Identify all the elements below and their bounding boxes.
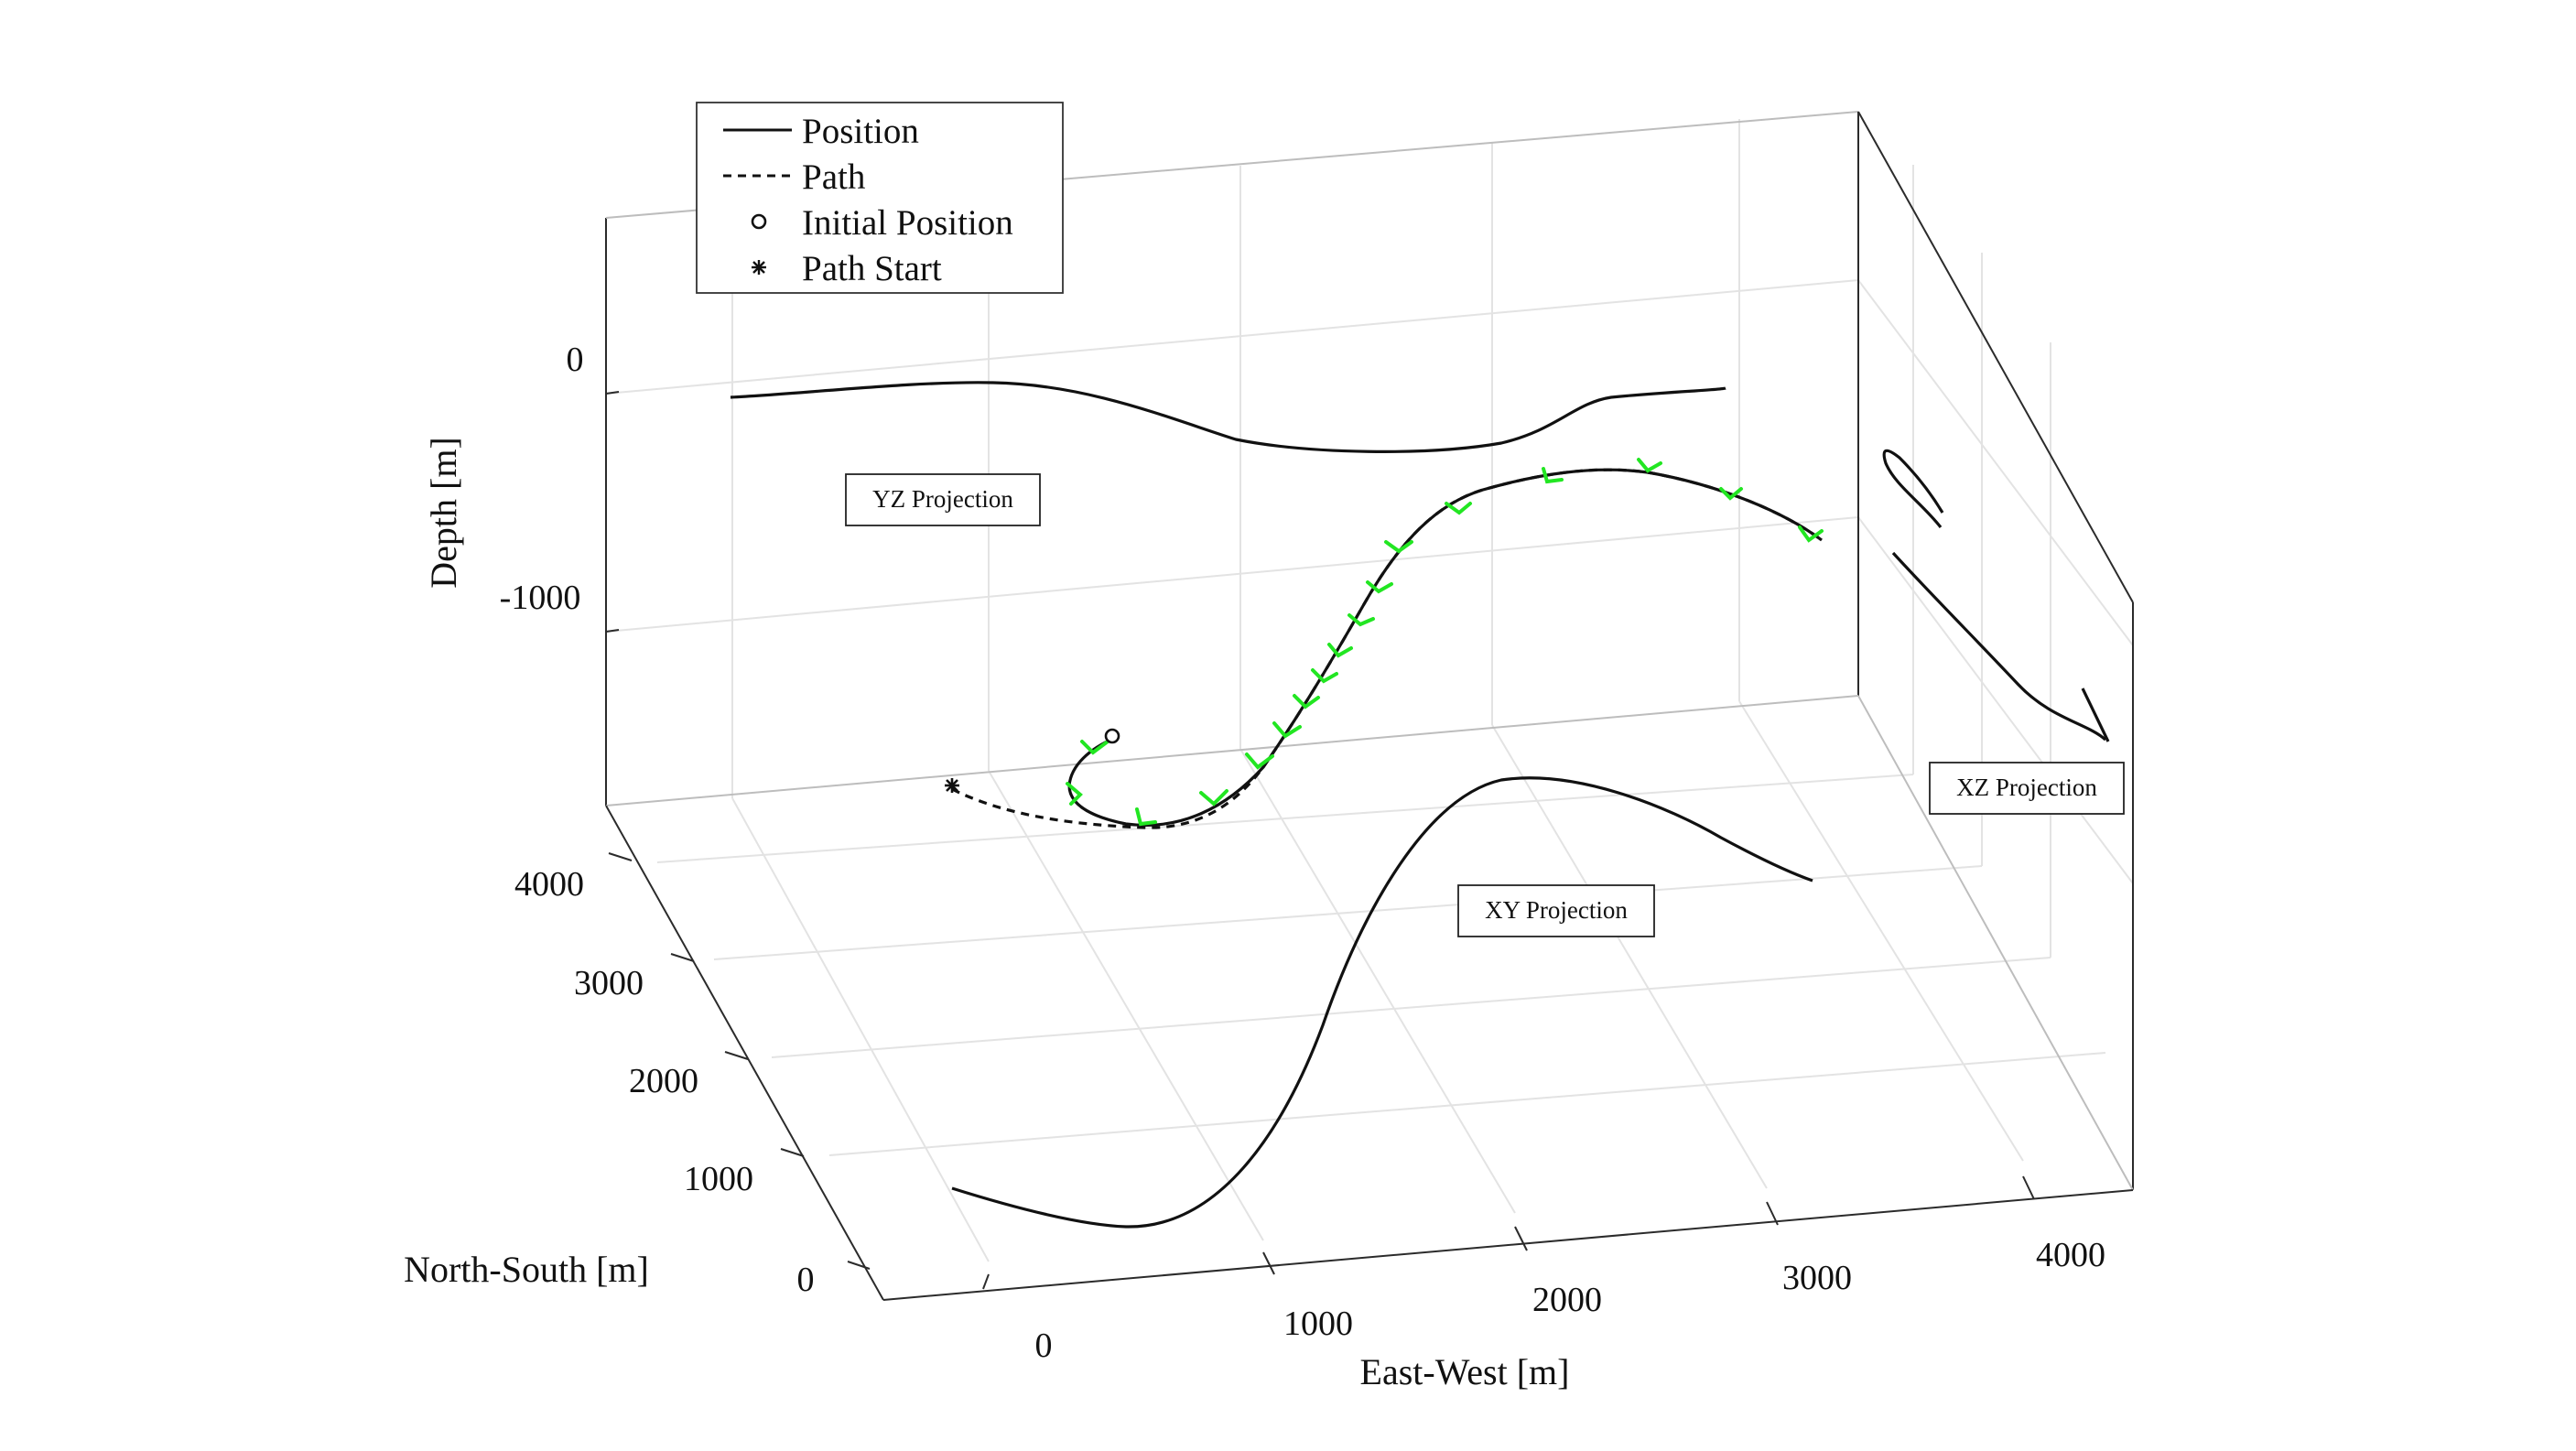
floor-grid-y3: [713, 865, 1983, 960]
z-tick-0: [605, 391, 620, 395]
y-axis-label: North-South [m]: [404, 1249, 649, 1290]
heading-marker: [1066, 782, 1083, 806]
xz-projection-label: XZ Projection: [1956, 774, 2097, 801]
heading-marker: [1366, 580, 1393, 594]
grid-lines: [605, 119, 2134, 1262]
heading-marker: [1637, 458, 1662, 473]
floor-grid-y2: [771, 957, 2051, 1058]
floor-grid-x4: [1738, 700, 2024, 1162]
legend: Position Path Initial Position Path Star…: [696, 102, 1064, 294]
right-wall-grid-z0: [1857, 279, 2134, 646]
legend-path-label: Path: [802, 157, 865, 197]
heading-marker: [1542, 467, 1564, 484]
y-tick-label-3: 3000: [574, 964, 644, 1002]
yz-projection-curve: [730, 381, 1726, 453]
floor-grid-x1: [988, 770, 1264, 1241]
xy-projection-label: XY Projection: [1485, 896, 1628, 924]
heading-marker: [1384, 540, 1413, 554]
heading-markers: [1066, 458, 1824, 827]
legend-path-start-swatch-stroke: [752, 261, 765, 274]
heading-marker: [1080, 740, 1109, 755]
legend-frame: [696, 102, 1064, 294]
xz-projection-box-frame: [1929, 762, 2125, 815]
x-tick-1: [1262, 1251, 1275, 1275]
x-tick-label-0: 0: [1035, 1326, 1053, 1365]
x-tick-label-2: 2000: [1532, 1281, 1602, 1319]
x-tick-4: [2022, 1175, 2035, 1200]
z-tick-label-1: -1000: [500, 579, 581, 617]
legend-path-start-label: Path Start: [802, 249, 942, 288]
heading-marker: [1348, 613, 1375, 627]
heading-marker: [1798, 525, 1824, 543]
heading-marker: [1272, 721, 1302, 739]
legend-initial-position-label: Initial Position: [802, 203, 1013, 243]
z-axis-label: Depth [m]: [423, 437, 464, 589]
xy-projection-curve: [951, 776, 1813, 1229]
x-tick-label-3: 3000: [1782, 1259, 1852, 1297]
x-axis-line: [882, 1189, 2134, 1301]
x-axis-label: East-West [m]: [1360, 1351, 1570, 1392]
back-wall-grid-z0: [605, 279, 1859, 395]
back-wall-grid-z1: [605, 516, 1859, 633]
y-tick-label-4: 4000: [514, 865, 584, 904]
heading-marker: [1719, 487, 1743, 501]
heading-marker: [1311, 668, 1338, 684]
initial-position-marker: [1104, 728, 1120, 744]
yz-projection-box-frame: [845, 473, 1041, 526]
xy-projection-box: XY Projection: [1457, 884, 1655, 937]
y-tick-label-1: 1000: [684, 1160, 753, 1198]
y-tick-4: [608, 852, 633, 861]
axes-frame: [605, 111, 2134, 1301]
y-tick-0: [847, 1261, 871, 1270]
x-tick-3: [1766, 1201, 1779, 1226]
floor-grid-x2: [1239, 748, 1516, 1214]
heading-marker: [1445, 502, 1472, 515]
y-tick-2: [724, 1051, 749, 1060]
back-bottom-edge: [605, 695, 1859, 807]
axis-ticks: [605, 391, 2035, 1290]
path-start-marker-stroke: [946, 779, 958, 792]
path-series-line: [951, 468, 1823, 829]
z-tick-label-0: 0: [567, 341, 584, 379]
path-start-marker: [945, 778, 959, 793]
x-tick-label-4: 4000: [2036, 1236, 2105, 1274]
legend-initial-position-swatch: [751, 213, 767, 230]
x-tick-0: [982, 1273, 990, 1290]
xy-projection-box-frame: [1457, 884, 1655, 937]
y-tick-3: [670, 953, 695, 962]
legend-position-label: Position: [802, 112, 919, 151]
y-tick-label-0: 0: [797, 1261, 815, 1299]
yz-projection-label: YZ Projection: [872, 485, 1013, 513]
yz-projection-box: YZ Projection: [845, 473, 1041, 526]
floor-grid-x0: [731, 797, 990, 1262]
y-tick-1: [780, 1148, 805, 1157]
tick-labels: 0 -1000 4000 3000 2000 1000 0 0 1000 200…: [500, 341, 2105, 1365]
right-top-edge: [1857, 111, 2134, 603]
floor-grid-x3: [1491, 724, 1768, 1189]
x-tick-2: [1514, 1226, 1528, 1251]
position-series-line: [1067, 468, 1823, 827]
xz-projection-box: XZ Projection: [1929, 762, 2125, 815]
xz-projection-curve-lower: [1891, 551, 2107, 742]
xz-projection-curve-upper: [1882, 449, 1944, 528]
right-bottom-edge: [1857, 695, 2134, 1191]
floor-grid-y1: [828, 1052, 2106, 1156]
heading-marker: [1199, 789, 1228, 807]
x-tick-label-1: 1000: [1283, 1305, 1353, 1343]
z-tick-1: [605, 629, 620, 633]
floor-grid-y4: [656, 774, 1914, 863]
xz-projection-curve-tail: [2081, 688, 2110, 742]
heading-marker: [1293, 694, 1320, 709]
heading-marker: [1245, 753, 1274, 770]
right-wall-grid-z1: [1857, 516, 2134, 884]
heading-marker: [1327, 643, 1353, 658]
heading-marker: [1135, 807, 1157, 827]
legend-path-start-swatch: [752, 260, 766, 275]
y-tick-label-2: 2000: [629, 1062, 698, 1100]
y-axis-line: [605, 805, 884, 1301]
